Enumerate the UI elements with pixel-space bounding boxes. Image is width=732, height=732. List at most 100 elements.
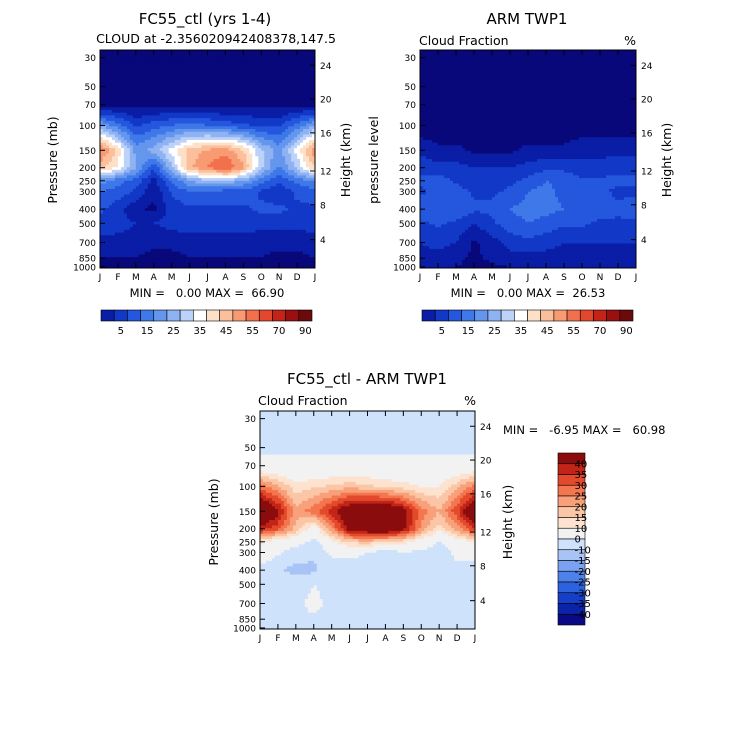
contour-cell — [105, 66, 110, 70]
contour-cell — [162, 161, 167, 165]
contour-cell — [186, 191, 190, 195]
contour-cell — [138, 134, 143, 138]
contour-cell — [165, 88, 170, 92]
contour-cell — [309, 58, 313, 62]
contour-cell — [312, 199, 316, 204]
contour-cell — [276, 229, 280, 233]
contour-cell — [240, 194, 244, 198]
contour-cell — [306, 235, 310, 239]
contour-cell — [180, 82, 185, 86]
contour-cell — [222, 156, 226, 160]
contour-cell — [129, 93, 134, 97]
contour-cell — [285, 172, 289, 176]
contour-cell — [177, 134, 182, 138]
contour-cell — [240, 74, 244, 78]
contour-cell — [135, 131, 140, 135]
contour-cell — [177, 164, 182, 168]
contour-cell — [201, 139, 205, 144]
contour-cell — [240, 178, 244, 182]
contour-cell — [285, 202, 289, 206]
contour-cell — [100, 202, 104, 206]
contour-cell — [129, 153, 134, 157]
contour-cell — [258, 99, 262, 103]
contour-cell — [159, 52, 164, 56]
contour-cell — [219, 208, 223, 212]
contour-cell — [159, 85, 164, 89]
contour-cell — [111, 191, 116, 195]
contour-cell — [198, 229, 202, 233]
contour-cell — [132, 210, 137, 214]
contour-cell — [132, 107, 137, 111]
contour-cell — [285, 191, 289, 195]
contour-cell — [141, 104, 146, 108]
contour-cell — [288, 85, 292, 89]
contour-cell — [120, 60, 125, 65]
contour-cell — [102, 50, 107, 54]
contour-cell — [135, 156, 140, 160]
contour-cell — [111, 232, 116, 236]
contour-cell — [228, 82, 232, 86]
contour-cell — [231, 221, 235, 225]
contour-cell — [240, 52, 244, 56]
contour-cell — [111, 60, 116, 65]
contour-cell — [294, 123, 298, 127]
contour-cell — [132, 153, 137, 157]
contour-cell — [255, 218, 259, 223]
contour-cell — [123, 104, 128, 108]
contour-cell — [120, 175, 125, 179]
contour-cell — [288, 142, 292, 146]
contour-cell — [219, 229, 223, 233]
contour-cell — [171, 74, 176, 78]
contour-cell — [237, 224, 241, 228]
contour-cell — [192, 156, 196, 160]
contour-cell — [255, 150, 259, 154]
contour-cell — [276, 88, 280, 92]
contour-cell — [246, 99, 250, 103]
contour-cell — [168, 199, 173, 204]
contour-cell — [144, 104, 149, 108]
contour-cell — [237, 93, 241, 97]
contour-cell — [180, 180, 185, 184]
contour-cell — [282, 126, 286, 130]
contour-cell — [102, 164, 107, 168]
contour-cell — [165, 159, 170, 163]
contour-cell — [264, 90, 268, 95]
contour-cell — [201, 93, 205, 97]
contour-cell — [165, 167, 170, 171]
contour-cell — [219, 120, 223, 124]
contour-cell — [222, 221, 226, 225]
contour-cell — [222, 145, 226, 149]
contour-cell — [285, 63, 289, 67]
contour-cell — [231, 52, 235, 56]
contour-cell — [231, 139, 235, 144]
contour-cell — [198, 63, 202, 67]
contour-cell — [135, 142, 140, 146]
contour-cell — [258, 107, 262, 111]
contour-cell — [273, 82, 277, 86]
contour-cell — [267, 161, 271, 165]
contour-cell — [267, 178, 271, 182]
contour-cell — [243, 134, 247, 138]
contour-cell — [159, 213, 164, 217]
contour-cell — [207, 208, 211, 212]
contour-cell — [201, 180, 205, 184]
contour-cell — [144, 107, 149, 111]
contour-cell — [267, 150, 271, 154]
contour-cell — [285, 118, 289, 122]
contour-cell — [237, 199, 241, 204]
contour-cell — [297, 74, 301, 78]
contour-cell — [288, 213, 292, 217]
contour-cell — [222, 150, 226, 154]
contour-cell — [201, 167, 205, 171]
contour-cell — [225, 194, 229, 198]
contour-cell — [162, 109, 167, 114]
contour-cell — [174, 60, 179, 65]
contour-cell — [282, 229, 286, 233]
contour-cell — [138, 120, 143, 124]
contour-cell — [267, 191, 271, 195]
contour-cell — [135, 183, 140, 187]
contour-cell — [213, 148, 217, 152]
contour-cell — [237, 197, 241, 201]
contour-cell — [180, 167, 185, 171]
contour-cell — [279, 88, 283, 92]
